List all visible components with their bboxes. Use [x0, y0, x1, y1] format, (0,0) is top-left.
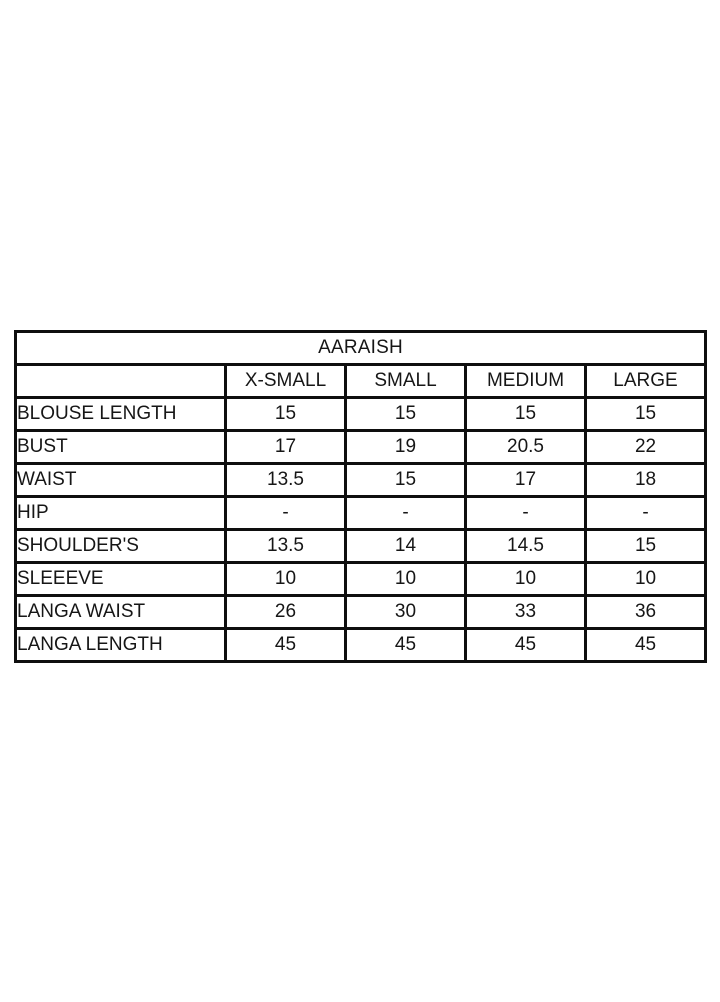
table-row: HIP - - - -: [14, 495, 708, 531]
cell-value: 30: [344, 594, 467, 630]
cell-value: 15: [224, 396, 347, 432]
cell-value: 45: [583, 627, 708, 663]
row-label: BUST: [14, 429, 227, 465]
cell-value: 10: [224, 561, 347, 597]
cell-value: 14.5: [464, 528, 587, 564]
cell-value: 10: [464, 561, 587, 597]
cell-value: 18: [583, 462, 708, 498]
header-row: X-SMALL SMALL MEDIUM LARGE: [14, 363, 708, 399]
row-label: LANGA LENGTH: [14, 627, 227, 663]
table-row: LANGA WAIST 26 30 33 36: [14, 594, 708, 630]
cell-value: 20.5: [464, 429, 587, 465]
cell-value: 26: [224, 594, 347, 630]
table-body: BLOUSE LENGTH 15 15 15 15 BUST 17 19 20.5 22 WAIST…: [14, 396, 708, 663]
cell-value: 15: [583, 396, 708, 432]
row-label: HIP: [14, 495, 227, 531]
cell-value: 15: [583, 528, 708, 564]
cell-value: -: [344, 495, 467, 531]
cell-value: 15: [344, 462, 467, 498]
table-head: AARAISH X-SMALL SMALL MEDIUM LARGE: [13, 330, 708, 399]
cell-value: -: [224, 495, 347, 531]
row-label: SLEEEVE: [14, 561, 227, 597]
table-title: AARAISH: [13, 330, 708, 366]
cell-value: 45: [344, 627, 467, 663]
column-header: LARGE: [583, 363, 708, 399]
cell-value: 14: [344, 528, 467, 564]
cell-value: -: [583, 495, 708, 531]
corner-cell: [14, 363, 227, 399]
cell-value: 15: [464, 396, 587, 432]
cell-value: 17: [224, 429, 347, 465]
column-header: X-SMALL: [224, 363, 347, 399]
cell-value: 17: [464, 462, 587, 498]
cell-value: 22: [583, 429, 708, 465]
row-label: WAIST: [14, 462, 227, 498]
cell-value: -: [464, 495, 587, 531]
title-row: AARAISH: [13, 330, 708, 366]
row-label: BLOUSE LENGTH: [14, 396, 227, 432]
cell-value: 10: [583, 561, 708, 597]
cell-value: 19: [344, 429, 467, 465]
cell-value: 15: [344, 396, 467, 432]
table-row: BLOUSE LENGTH 15 15 15 15: [14, 396, 708, 432]
cell-value: 33: [464, 594, 587, 630]
table-row: LANGA LENGTH 45 45 45 45: [14, 627, 708, 663]
cell-value: 36: [583, 594, 708, 630]
cell-value: 10: [344, 561, 467, 597]
cell-value: 13.5: [224, 462, 347, 498]
table-row: BUST 17 19 20.5 22: [14, 429, 708, 465]
table-row: SLEEEVE 10 10 10 10: [14, 561, 708, 597]
size-chart-table: AARAISH X-SMALL SMALL MEDIUM LARGE BLOUSE L…: [13, 330, 708, 663]
column-header: SMALL: [344, 363, 467, 399]
cell-value: 45: [464, 627, 587, 663]
table-row: WAIST 13.5 15 17 18: [14, 462, 708, 498]
table-row: SHOULDER'S 13.5 14 14.5 15: [14, 528, 708, 564]
cell-value: 13.5: [224, 528, 347, 564]
cell-value: 45: [224, 627, 347, 663]
row-label: SHOULDER'S: [14, 528, 227, 564]
row-label: LANGA WAIST: [14, 594, 227, 630]
column-header: MEDIUM: [464, 363, 587, 399]
